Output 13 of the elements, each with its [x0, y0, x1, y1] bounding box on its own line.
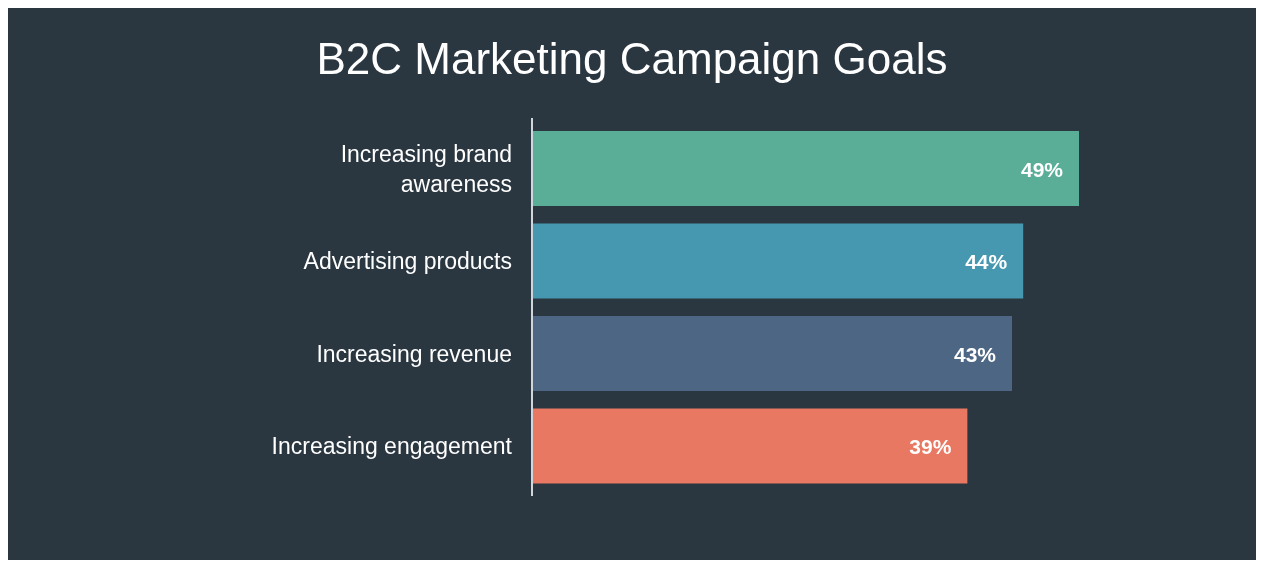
chart-title: B2C Marketing Campaign Goals [316, 34, 948, 83]
data-label: 44% [965, 250, 1008, 273]
y-tick-label: Increasing engagement [271, 433, 513, 459]
y-tick-label: Advertising products [303, 248, 512, 274]
bar [532, 408, 968, 484]
bar [532, 131, 1079, 206]
bar [532, 223, 1024, 299]
data-label: 49% [1020, 157, 1064, 181]
data-label: 39% [909, 435, 952, 458]
y-tick-label: Increasing brand awareness [340, 140, 512, 197]
data-label: 43% [953, 342, 997, 366]
bar [532, 316, 1013, 391]
y-tick-label: Increasing revenue [316, 340, 512, 367]
